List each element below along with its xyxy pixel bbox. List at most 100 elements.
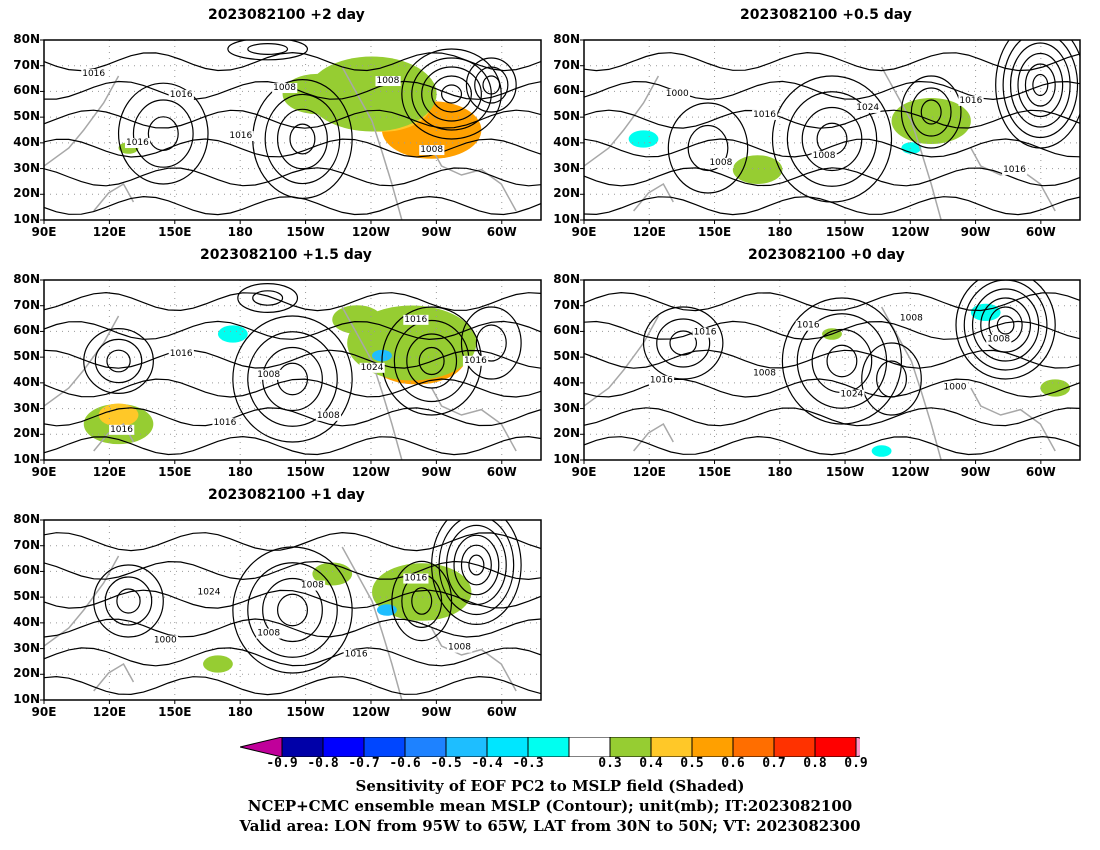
isobar-closed — [460, 544, 492, 586]
isobar — [44, 647, 541, 667]
caption-line-2: NCEP+CMC ensemble mean MSLP (Contour); u… — [247, 797, 853, 815]
coastline — [970, 387, 1056, 452]
colorbar-segment — [527, 737, 570, 757]
isobar-closed — [474, 66, 509, 104]
coastline — [341, 66, 403, 220]
isobar — [44, 378, 541, 398]
x-axis-label: 120E — [632, 225, 666, 239]
y-axis-label: 30N — [13, 400, 40, 415]
isobar — [44, 560, 541, 581]
isobar-closed — [262, 577, 323, 643]
isobar-closed — [438, 520, 515, 616]
isobar-closed — [482, 75, 501, 95]
contour-label: 1008 — [420, 145, 443, 155]
coastline — [880, 66, 942, 220]
contour-label: 1016 — [404, 315, 427, 325]
coastline — [44, 315, 120, 407]
isobar — [584, 167, 1080, 187]
colorbar-segment — [445, 737, 488, 757]
x-axis-label: 150W — [286, 225, 325, 239]
y-axis-label: 50N — [13, 589, 40, 604]
isobar-closed — [276, 593, 309, 627]
colorbar-tick-label: 0.7 — [762, 756, 786, 771]
x-axis-label: 60W — [1025, 465, 1056, 479]
y-axis-label: 10N — [553, 452, 580, 466]
x-axis-label: 150W — [286, 465, 325, 479]
x-axis-label: 90W — [960, 225, 991, 239]
contour-label: 1016 — [82, 69, 105, 79]
isobar-closed — [920, 99, 942, 125]
contour-label: 1016 — [753, 110, 776, 120]
isobar-closed — [996, 315, 1015, 335]
y-axis-label: 20N — [13, 426, 40, 441]
isobar-closed — [421, 66, 482, 122]
isobar-closed — [276, 108, 328, 170]
y-axis-label: 80N — [13, 272, 40, 286]
isobar — [44, 589, 541, 609]
x-axis-label: 60W — [1025, 225, 1056, 239]
isobar-closed — [418, 346, 445, 376]
contour-label: 1008 — [813, 151, 836, 161]
isobar-closed — [642, 306, 724, 380]
y-axis-label: 20N — [13, 186, 40, 201]
isobar-closed — [93, 564, 164, 638]
y-axis-label: 80N — [13, 32, 40, 46]
y-axis-label: 10N — [13, 692, 40, 706]
x-axis-label: 90E — [571, 465, 597, 479]
contour-label: 1016 — [464, 356, 487, 366]
isobar-closed — [411, 587, 433, 615]
coastline — [341, 306, 403, 460]
y-axis-label: 50N — [13, 109, 40, 124]
y-axis-label: 20N — [553, 426, 580, 441]
caption-line-1: Sensitivity of EOF PC2 to MSLP field (Sh… — [355, 777, 745, 795]
y-axis-label: 50N — [553, 109, 580, 124]
isobar-closed — [1017, 52, 1064, 118]
isobar-closed — [104, 576, 153, 626]
x-axis-label: 180 — [227, 705, 253, 719]
colorbar-tick-label: 0.8 — [803, 756, 827, 771]
isobar — [584, 138, 1080, 158]
y-axis-label: 40N — [13, 134, 40, 149]
y-axis-label: 80N — [553, 32, 580, 46]
caption-line-3: Valid area: LON from 95W to 65W, LAT fro… — [239, 817, 861, 835]
colorbar-tick-label: 0.4 — [639, 756, 663, 771]
x-axis-label: 150W — [825, 465, 865, 479]
panel-title: 2023082100 +1 day — [208, 487, 365, 503]
coastline — [633, 422, 674, 452]
contour-label: 1008 — [257, 370, 280, 380]
colorbar-tick-label: 0.9 — [844, 756, 868, 771]
x-axis-label: 120W — [351, 465, 391, 479]
colorbar-tick-label: 0.3 — [598, 756, 622, 771]
y-axis-label: 60N — [13, 563, 40, 578]
colorbar-arrow-min — [240, 737, 283, 757]
x-axis-label: 120W — [351, 225, 391, 239]
isobar-closed — [247, 42, 289, 55]
coastline — [431, 147, 517, 212]
coastline — [44, 75, 120, 167]
colorbar-segment — [486, 737, 529, 757]
x-axis-label: 180 — [227, 225, 253, 239]
y-axis-label: 10N — [13, 452, 40, 466]
coastline — [431, 387, 517, 452]
x-axis-label: 120W — [891, 465, 930, 479]
isobar-closed — [771, 75, 893, 203]
isobar — [44, 435, 541, 456]
isobar-closed — [83, 328, 154, 395]
sensitivity-shading — [1040, 379, 1071, 397]
isobar-closed — [1002, 40, 1079, 139]
x-axis-label: 120E — [92, 465, 127, 479]
y-axis-label: 40N — [13, 614, 40, 629]
isobar-closed — [826, 344, 858, 378]
x-axis-label: 90W — [421, 705, 452, 719]
y-axis-label: 50N — [13, 349, 40, 364]
x-axis-label: 180 — [767, 225, 793, 239]
isobar — [44, 138, 541, 158]
x-axis-label: 90E — [31, 225, 57, 239]
isobar — [44, 109, 541, 129]
isobar-closed — [460, 306, 522, 380]
isobar — [584, 109, 1080, 129]
map-panel-3: 1008 1008 1016 1016 1000 1016 1024 1008 — [580, 279, 1081, 464]
isobar-closed — [264, 93, 341, 185]
isobar-closed — [656, 318, 711, 368]
coastline — [633, 182, 674, 212]
